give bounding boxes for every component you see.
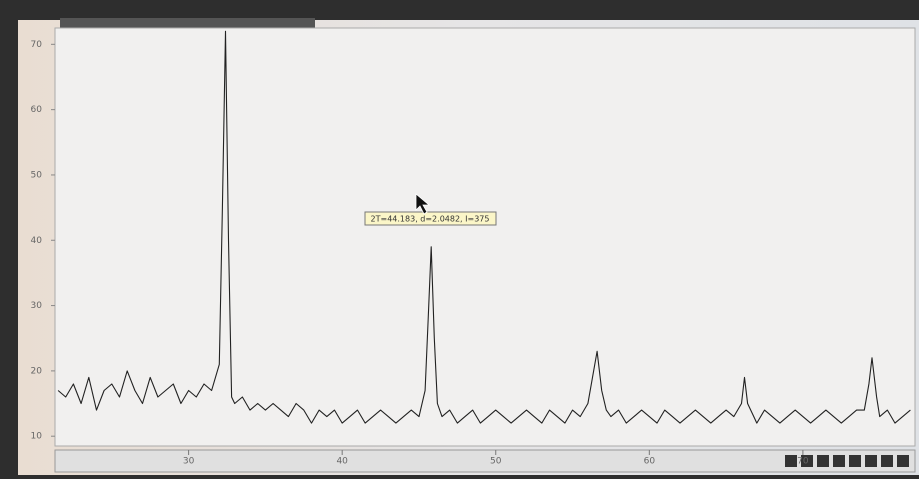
tool-button[interactable] <box>865 455 877 467</box>
x-tick-label: 30 <box>183 457 195 467</box>
tooltip-text: 2T=44.183, d=2.0482, I=375 <box>371 215 490 224</box>
title-bar <box>60 18 315 28</box>
x-tick-label: 50 <box>490 457 502 467</box>
x-tick-label: 70 <box>797 457 809 467</box>
y-tick-label: 40 <box>31 236 43 246</box>
x-tick-label: 60 <box>644 457 656 467</box>
tool-button[interactable] <box>897 455 909 467</box>
y-tick-label: 10 <box>31 432 43 442</box>
tool-button[interactable] <box>849 455 861 467</box>
tool-button[interactable] <box>881 455 893 467</box>
tool-button[interactable] <box>817 455 829 467</box>
tool-button[interactable] <box>833 455 845 467</box>
x-tick-label: 40 <box>336 457 348 467</box>
plot-area <box>55 28 915 446</box>
y-tick-label: 70 <box>31 40 43 50</box>
y-tick-label: 20 <box>31 366 43 376</box>
y-tick-label: 30 <box>31 301 43 311</box>
page: 2T=44.183, d=2.0482, I=375 10 20 30 40 50 60 7… <box>0 0 919 479</box>
screen-photo: 2T=44.183, d=2.0482, I=375 10 20 30 40 50 60 7… <box>0 0 919 479</box>
y-tick-label: 60 <box>31 105 43 115</box>
y-tick-label: 50 <box>31 170 43 180</box>
tool-button[interactable] <box>785 455 797 467</box>
